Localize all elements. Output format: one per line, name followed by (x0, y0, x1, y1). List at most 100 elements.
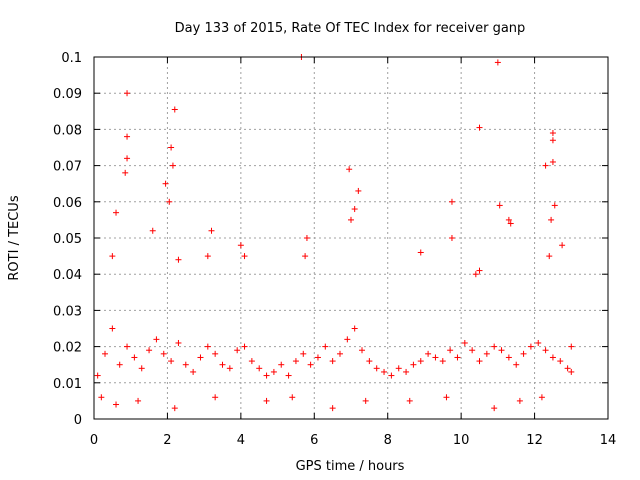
data-point (535, 339, 542, 346)
data-point (346, 166, 353, 173)
y-axis-label: ROTI / TECUs (7, 195, 22, 280)
data-point (168, 358, 175, 365)
data-point (263, 397, 270, 404)
data-point (448, 235, 455, 241)
data-point (289, 394, 296, 401)
data-point (175, 339, 182, 346)
data-point (505, 354, 512, 361)
y-tick-label: 0.02 (53, 341, 82, 356)
data-point (285, 372, 292, 379)
data-point (542, 347, 549, 354)
x-tick-label: 12 (526, 433, 543, 448)
data-point (381, 368, 388, 375)
data-point (373, 365, 380, 372)
data-point (168, 144, 175, 151)
data-point (171, 106, 178, 113)
data-point (166, 198, 173, 205)
data-point (542, 162, 549, 169)
data-point (469, 347, 476, 354)
data-point (204, 343, 211, 350)
data-point (406, 397, 413, 404)
data-point (447, 347, 454, 354)
data-point (241, 343, 248, 350)
data-point (527, 343, 534, 350)
data-point (292, 358, 299, 365)
data-point (336, 350, 343, 357)
y-tick-label: 0.06 (53, 196, 82, 211)
x-tick-label: 8 (384, 433, 392, 448)
data-point (248, 358, 255, 365)
data-point (432, 354, 439, 361)
data-point (549, 158, 556, 165)
data-point (344, 336, 351, 343)
data-point (160, 350, 167, 357)
data-point (94, 372, 101, 379)
chart-title: Day 133 of 2015, Rate Of TEC Index for r… (175, 21, 526, 36)
data-point (102, 350, 109, 357)
data-point (476, 124, 483, 131)
data-point (505, 216, 512, 223)
data-point (491, 405, 498, 412)
data-point (109, 325, 116, 332)
data-point (448, 198, 455, 205)
data-point (366, 358, 373, 365)
data-point (551, 202, 558, 209)
data-point (113, 401, 120, 408)
data-point (124, 90, 131, 97)
data-point (124, 155, 131, 162)
data-point (135, 397, 142, 404)
data-point (362, 397, 369, 404)
x-tick-labels: 0 2 4 6 8 10 12 14 (90, 433, 616, 448)
data-point (162, 180, 169, 187)
data-point (322, 343, 329, 350)
data-point (278, 361, 285, 368)
data-point (153, 336, 160, 343)
data-point (538, 394, 545, 401)
data-point (314, 354, 321, 361)
data-point (388, 372, 395, 379)
data-point (124, 133, 131, 140)
data-point (443, 394, 450, 401)
data-point (270, 368, 277, 375)
data-point (256, 365, 263, 372)
x-tick-label: 10 (453, 433, 470, 448)
data-point (520, 350, 527, 357)
data-point (234, 347, 241, 354)
x-axis-label: GPS time / hours (296, 459, 405, 474)
y-tick-label: 0.04 (53, 268, 82, 283)
data-point (549, 137, 556, 144)
data-point (410, 361, 417, 368)
x-tick-label: 14 (600, 433, 617, 448)
y-tick-label: 0.03 (53, 304, 82, 319)
data-point (516, 397, 523, 404)
data-point (439, 358, 446, 365)
data-point (472, 271, 479, 278)
data-point (351, 206, 358, 213)
x-tick-label: 0 (90, 433, 98, 448)
data-point (496, 202, 503, 209)
data-point (329, 405, 336, 412)
data-point (241, 253, 248, 260)
data-point (212, 394, 219, 401)
axis-ticks (93, 56, 609, 420)
data-point (348, 216, 354, 223)
data-point (355, 187, 362, 194)
data-point (476, 358, 483, 365)
y-tick-labels: 0 0.01 0.02 0.03 0.04 0.05 0.06 0.07 0.08 0.09 0.1 (53, 51, 82, 428)
data-point (546, 253, 553, 260)
data-point (263, 372, 270, 379)
data-point (122, 169, 129, 176)
data-point (146, 347, 153, 354)
y-tick-label: 0.1 (61, 51, 82, 66)
data-point (494, 59, 501, 66)
data-point (549, 354, 556, 361)
y-tick-label: 0 (74, 413, 82, 428)
data-point (300, 350, 307, 357)
data-point (476, 267, 483, 274)
data-point (395, 365, 402, 372)
data-point (175, 256, 182, 263)
y-tick-label: 0.07 (53, 160, 82, 175)
data-point (359, 347, 366, 354)
data-point (169, 162, 176, 169)
data-point (548, 216, 555, 223)
